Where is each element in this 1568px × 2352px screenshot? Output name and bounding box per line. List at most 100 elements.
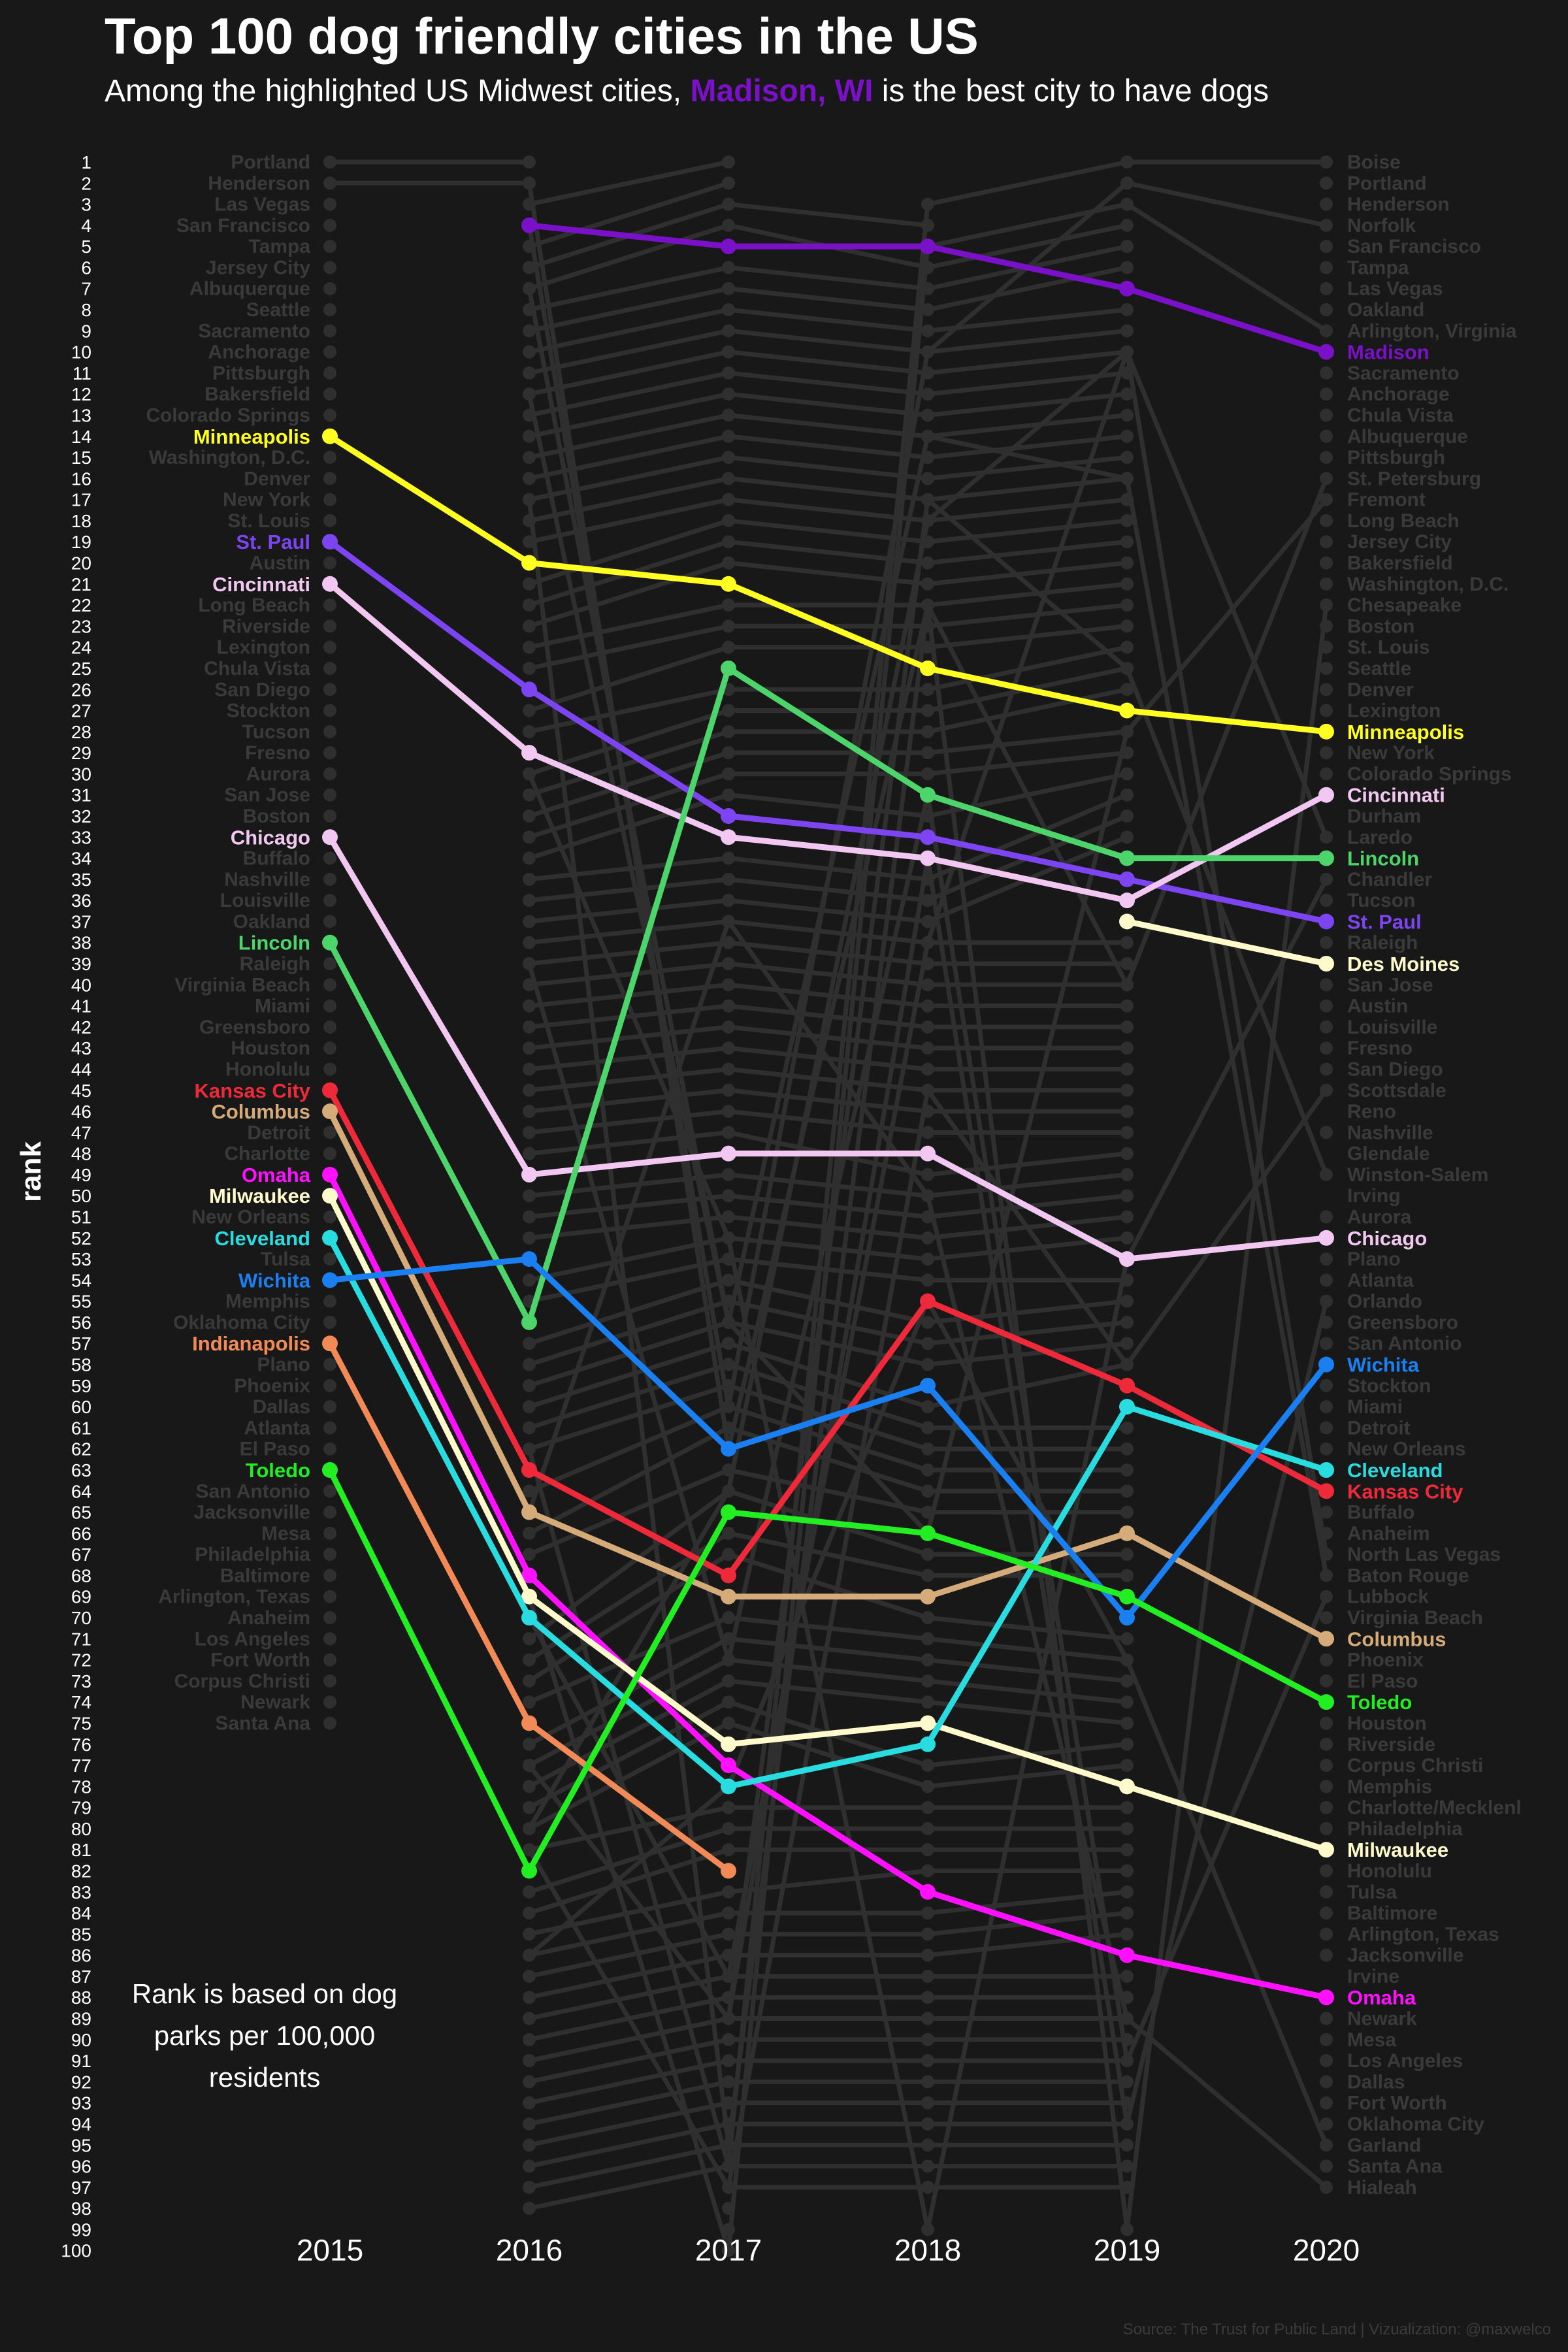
series-point-st-paul — [920, 829, 936, 845]
background-line — [529, 2121, 1127, 2168]
background-point — [722, 1674, 735, 1688]
city-label-2015-lexington: Lexington — [217, 637, 310, 659]
city-label-2020-lexington: Lexington — [1347, 700, 1441, 722]
background-point — [1120, 1548, 1134, 1561]
city-label-2020-baton-rouge: Baton Rouge — [1347, 1565, 1469, 1586]
series-point-lincoln — [1119, 850, 1135, 866]
series-point-chicago — [1318, 1230, 1334, 1246]
city-label-2015-austin: Austin — [250, 553, 310, 574]
city-label-2015-fort-worth: Fort Worth — [210, 1650, 310, 1671]
y-tick-label: 81 — [71, 1840, 91, 1860]
background-line — [528, 1678, 1128, 1789]
series-point-minneapolis — [920, 660, 936, 676]
background-point — [1320, 176, 1333, 190]
series-point-columbus — [920, 1588, 936, 1605]
background-point — [523, 809, 536, 823]
y-tick-label: 30 — [71, 764, 91, 784]
series-label-2015-st-paul: St. Paul — [236, 531, 310, 553]
city-label-2020-orlando: Orlando — [1347, 1291, 1422, 1313]
city-label-2020-albuquerque: Albuquerque — [1347, 426, 1468, 448]
background-point — [1320, 1864, 1333, 1878]
y-tick-label: 93 — [71, 2093, 91, 2114]
series-label-2015-chicago: Chicago — [231, 826, 310, 849]
series-line-omaha — [327, 1173, 1327, 2001]
background-point — [722, 429, 735, 443]
background-line — [529, 1868, 1127, 1936]
background-point — [1120, 1843, 1134, 1857]
city-label-2015-portland: Portland — [231, 152, 310, 173]
city-label-2020-jersey-city: Jersey City — [1347, 531, 1452, 553]
y-tick-label: 23 — [71, 616, 91, 636]
background-point — [1120, 1759, 1134, 1772]
background-point — [921, 472, 934, 485]
y-tick-label: 100 — [61, 2241, 91, 2261]
background-point — [1320, 767, 1333, 781]
city-label-2020-norfolk: Norfolk — [1347, 215, 1416, 237]
series-point-st-paul — [1318, 913, 1334, 930]
y-tick-label: 1 — [81, 152, 91, 172]
background-point — [1320, 2075, 1333, 2089]
city-label-2015-albuquerque: Albuquerque — [189, 278, 310, 300]
background-point — [722, 345, 735, 359]
background-point — [1120, 809, 1134, 823]
series-point-omaha — [1119, 1947, 1135, 1963]
background-point — [323, 1611, 336, 1625]
city-label-2015-mesa: Mesa — [261, 1523, 310, 1544]
y-tick-label: 7 — [81, 279, 91, 299]
background-point — [1320, 197, 1333, 211]
city-label-2015-san-diego: San Diego — [214, 679, 310, 700]
city-label-2015-san-jose: San Jose — [224, 785, 310, 806]
series-label-2020-omaha: Omaha — [1347, 1986, 1416, 2009]
background-point — [1320, 2180, 1333, 2194]
background-point — [722, 408, 735, 422]
y-tick-label: 21 — [71, 574, 91, 595]
background-point — [1320, 872, 1333, 886]
background-point — [323, 1210, 336, 1224]
background-point — [1320, 1126, 1333, 1139]
source-caption: Source: The Trust for Public Land | Vizu… — [1122, 2321, 1551, 2338]
series-line-kansas-city — [327, 1088, 1328, 1578]
background-point — [1120, 1210, 1134, 1224]
background-point — [1320, 324, 1333, 338]
background-point — [722, 1400, 735, 1414]
background-point — [1120, 2075, 1134, 2089]
y-tick-label: 26 — [71, 679, 91, 700]
y-tick-label: 9 — [81, 321, 91, 341]
background-point — [1120, 1020, 1134, 1034]
city-label-2015-oakland: Oakland — [233, 911, 310, 932]
y-tick-label: 29 — [71, 743, 91, 763]
background-point — [1320, 1821, 1333, 1835]
background-point — [323, 240, 336, 253]
series-point-madison — [1119, 280, 1135, 297]
background-point — [1120, 1168, 1134, 1181]
background-point — [1320, 999, 1333, 1013]
city-label-2015-bakersfield: Bakersfield — [204, 384, 310, 405]
series-point-lincoln — [721, 660, 736, 676]
background-line — [529, 940, 1127, 966]
city-label-2020-fort-worth: Fort Worth — [1347, 2093, 1447, 2114]
city-label-2015-louisville: Louisville — [220, 890, 310, 911]
city-label-2020-seattle: Seattle — [1347, 658, 1411, 679]
background-point — [921, 577, 934, 591]
city-label-2020-scottsdale: Scottsdale — [1347, 1080, 1446, 1102]
background-point — [1120, 788, 1134, 802]
y-tick-label: 71 — [71, 1629, 91, 1649]
series-point-chicago — [920, 1145, 936, 1162]
y-tick-label: 17 — [71, 490, 91, 510]
y-tick-label: 83 — [71, 1882, 91, 1903]
city-label-2020-tampa: Tampa — [1347, 257, 1409, 278]
background-point — [722, 2012, 735, 2025]
background-point — [1120, 661, 1134, 675]
background-point — [921, 1358, 934, 1371]
city-label-2015-philadelphia: Philadelphia — [195, 1544, 310, 1565]
series-point-cincinnati — [920, 850, 936, 866]
background-point — [1320, 2054, 1333, 2068]
background-point — [722, 872, 735, 886]
background-point — [523, 1442, 536, 1456]
series-line-minneapolis — [328, 433, 1327, 735]
background-point — [722, 1821, 735, 1835]
background-point — [722, 261, 735, 274]
series-label-2020-des-moines: Des Moines — [1347, 953, 1460, 975]
background-point — [523, 1948, 536, 1962]
background-point — [722, 704, 735, 717]
